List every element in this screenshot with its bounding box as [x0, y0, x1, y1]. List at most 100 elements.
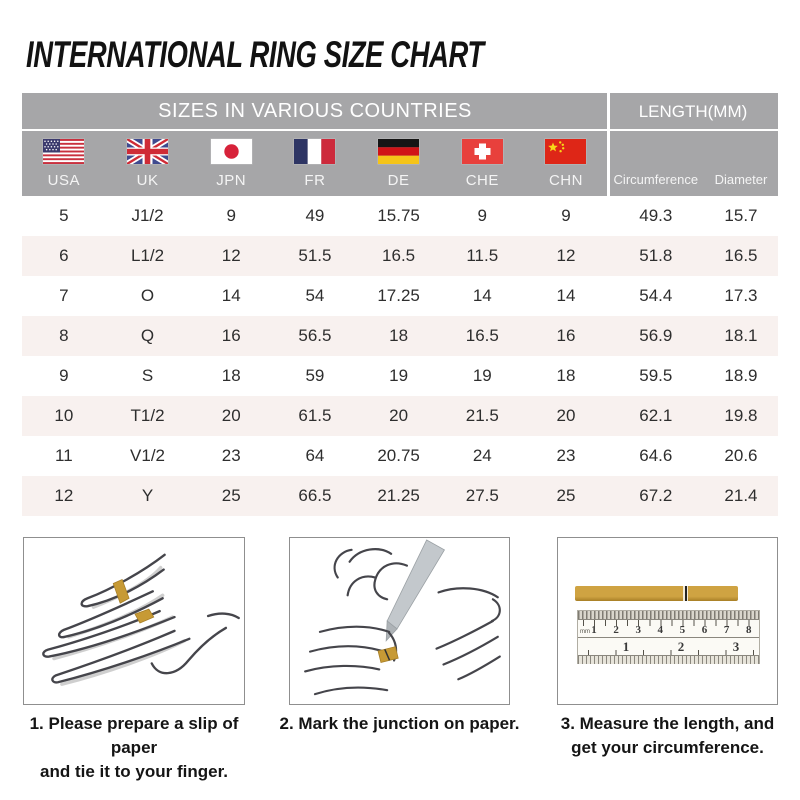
size-cell: 27.5 — [465, 486, 499, 505]
size-cell: 18 — [389, 326, 409, 345]
size-cell: 6 — [59, 246, 69, 265]
column-header-jpn: JPN — [189, 130, 273, 196]
ruler-cm-numbers: mm 1 2 3 4 5 6 7 8 — [578, 620, 759, 637]
size-cell: 17.3 — [724, 286, 758, 305]
usa-flag-icon — [43, 139, 85, 164]
size-cell: 49.3 — [639, 206, 673, 225]
page-title: INTERNATIONAL RING SIZE CHART — [26, 34, 484, 75]
column-label-jpn: JPN — [216, 172, 247, 189]
header-horizontal-divider — [22, 129, 778, 131]
france-flag-icon — [294, 139, 336, 164]
size-cell: J1/2 — [131, 206, 164, 225]
size-cell: 14 — [221, 286, 241, 305]
size-cell: 9 — [561, 206, 571, 225]
ruler-cm-number: 3 — [635, 624, 641, 636]
size-cell: 61.5 — [298, 406, 332, 425]
size-cell: 23 — [221, 446, 241, 465]
header-vertical-divider — [607, 93, 610, 196]
size-cell: 25 — [221, 486, 241, 505]
step2-illustration-box — [289, 537, 510, 705]
hand-with-paper-illustration — [42, 553, 240, 686]
table-row: 10 T1/2 20 61.5 20 21.5 20 62.1 19.8 — [22, 396, 778, 436]
size-cell: T1/2 — [130, 406, 165, 425]
ruler-cm-number: 6 — [701, 624, 708, 636]
size-cell: 9 — [477, 206, 488, 225]
step2-caption-line1: 2. Mark the junction on paper. — [279, 714, 520, 733]
size-cell: 64 — [305, 446, 325, 465]
size-cell: 20.6 — [724, 446, 758, 465]
step1-caption-line2: and tie it to your finger. — [40, 762, 228, 781]
size-cell: 54.4 — [639, 286, 673, 305]
step3-caption: 3. Measure the length, and get your circ… — [542, 712, 793, 760]
size-cell: 56.9 — [639, 326, 673, 345]
table-country-header-row: USA UK — [22, 130, 778, 196]
size-cell: 18.1 — [724, 326, 758, 345]
size-cell: 10 — [54, 406, 74, 425]
size-cell: 8 — [59, 326, 69, 345]
ruler-bottom-teeth — [578, 655, 759, 664]
column-header-circumference: Circumference — [613, 172, 699, 187]
table-row: 12 Y 25 66.5 21.25 27.5 25 67.2 21.4 — [22, 476, 778, 516]
size-cell: 16 — [556, 326, 576, 345]
size-cell: 12 — [221, 246, 241, 265]
ruler-inch-numbers: 1 2 3 — [578, 637, 759, 655]
size-cell: Q — [140, 326, 155, 345]
size-cell: 20 — [556, 406, 576, 425]
column-header-uk: UK — [106, 130, 190, 196]
step3-caption-line2: get your circumference. — [571, 738, 764, 757]
uk-flag-icon — [127, 139, 169, 164]
size-cell: 59.5 — [639, 366, 673, 385]
sizes-group-header: SIZES IN VARIOUS COUNTRIES — [158, 100, 472, 122]
ruler-cm-number: 5 — [679, 624, 686, 636]
size-cell: 67.2 — [639, 486, 673, 505]
column-label-chn: CHN — [548, 172, 583, 189]
size-cell: 66.5 — [298, 486, 332, 505]
size-cell: 18.9 — [724, 366, 758, 385]
size-cell: 20.75 — [377, 446, 420, 465]
size-cell: 25 — [556, 486, 576, 505]
table-row: 9 S 18 59 19 19 18 59.5 18.9 — [22, 356, 778, 396]
column-header-de: DE — [357, 130, 441, 196]
table-group-header-row: SIZES IN VARIOUS COUNTRIES LENGTH(MM) — [22, 93, 778, 130]
step3-caption-line1: 3. Measure the length, and — [560, 714, 775, 733]
size-cell: 21.25 — [377, 486, 420, 505]
size-cell: 16.5 — [724, 246, 758, 265]
switzerland-flag-icon — [461, 139, 503, 164]
size-cell: Y — [141, 486, 154, 505]
size-cell: 18 — [221, 366, 241, 385]
size-cell: 9 — [59, 366, 69, 385]
table-row: 7 O 14 54 17.25 14 14 54.4 17.3 — [22, 276, 778, 316]
size-cell: 20 — [389, 406, 409, 425]
size-cell: 20 — [221, 406, 241, 425]
table-row: 8 Q 16 56.5 18 16.5 16 56.9 18.1 — [22, 316, 778, 356]
size-cell: 21.4 — [724, 486, 758, 505]
size-cell: 64.6 — [639, 446, 673, 465]
ruler-cm-number: 1 — [591, 624, 597, 636]
column-label-che: CHE — [465, 172, 499, 189]
size-cell: 18 — [556, 366, 576, 385]
size-cell: 15.75 — [377, 206, 420, 225]
step1-caption: 1. Please prepare a slip of paper and ti… — [8, 712, 260, 784]
ruler-cm-number: 4 — [657, 624, 664, 636]
size-cell: 17.25 — [377, 286, 420, 305]
size-cell: 49 — [305, 206, 325, 225]
step1-illustration-box — [23, 537, 245, 705]
table-row: 5 J1/2 9 49 15.75 9 9 49.3 15.7 — [22, 196, 778, 236]
size-cell: 5 — [59, 206, 69, 225]
ruler-cm-number: 8 — [745, 624, 752, 636]
size-cell: 11.5 — [466, 246, 499, 265]
ruler-inch-number: 2 — [677, 639, 685, 654]
japan-flag-icon — [210, 139, 252, 164]
size-cell: 51.8 — [639, 246, 673, 265]
column-label-usa: USA — [47, 172, 81, 189]
ruler-inch-number: 3 — [732, 639, 740, 654]
ruler-top-teeth — [578, 611, 759, 620]
size-cell: S — [141, 366, 154, 385]
size-cell: 19.8 — [724, 406, 758, 425]
size-cell: O — [140, 286, 155, 305]
ruler-cm-number: 2 — [613, 624, 619, 636]
mark-junction-illustration — [304, 539, 501, 696]
size-cell: 59 — [305, 366, 325, 385]
